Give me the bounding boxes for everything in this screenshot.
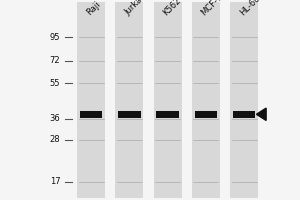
Bar (192, 2, 220, 198)
Bar (233, 111, 255, 118)
Text: K562: K562 (161, 0, 183, 17)
Bar (230, 2, 258, 198)
Bar (116, 2, 143, 198)
Text: 72: 72 (50, 56, 60, 65)
Text: Raji: Raji (85, 0, 102, 17)
Text: Jurkat: Jurkat (123, 0, 147, 17)
Text: 55: 55 (50, 79, 60, 88)
Text: 36: 36 (50, 114, 60, 123)
Text: HL-60: HL-60 (238, 0, 261, 17)
Text: 17: 17 (50, 177, 60, 186)
Bar (118, 111, 141, 118)
Polygon shape (256, 108, 266, 120)
Bar (154, 2, 182, 198)
Bar (80, 111, 102, 118)
Bar (157, 111, 179, 118)
Text: 95: 95 (50, 33, 60, 42)
Bar (195, 111, 217, 118)
Text: 28: 28 (50, 135, 60, 144)
Bar (77, 2, 105, 198)
Text: MCF-7: MCF-7 (200, 0, 224, 17)
